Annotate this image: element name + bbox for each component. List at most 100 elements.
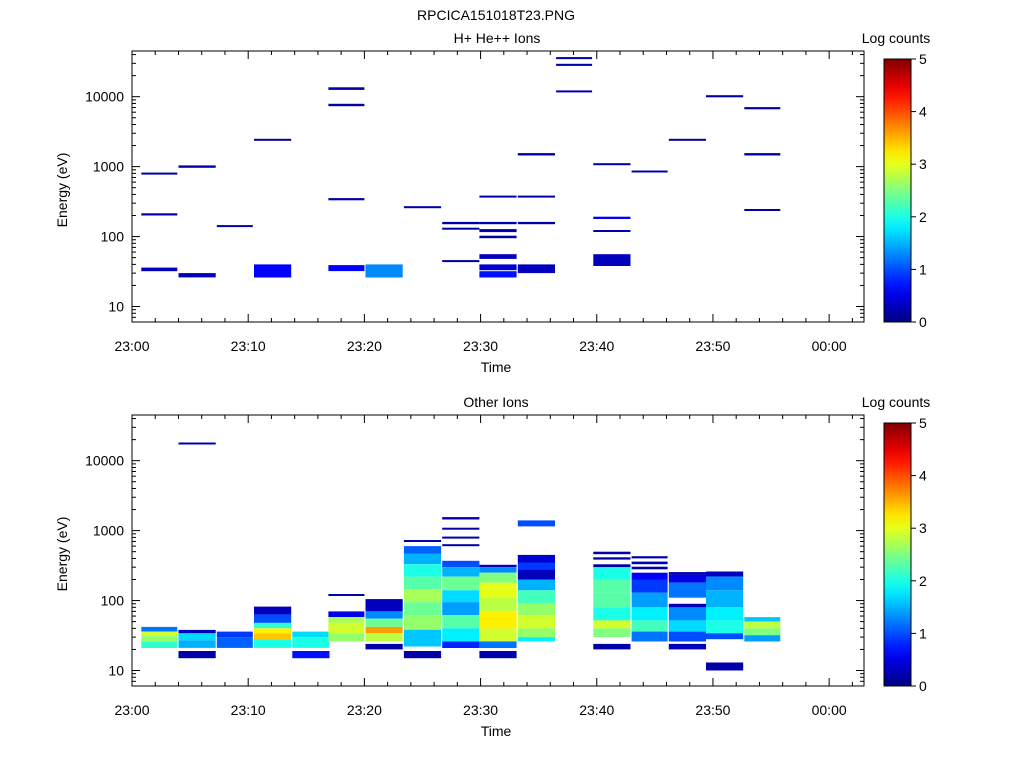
heatmap-cell bbox=[292, 631, 330, 638]
heatmap-cell bbox=[442, 221, 480, 225]
heatmap-cell bbox=[442, 260, 480, 263]
heatmap-cell bbox=[254, 138, 292, 141]
heatmap-cell bbox=[479, 229, 517, 233]
plot-axes: 10 100 1000 10000 23:00 23:10 23:20 23:30 23:40 2… bbox=[85, 414, 865, 718]
heatmap-cell bbox=[479, 564, 517, 568]
heatmap-cell bbox=[631, 566, 668, 570]
heatmap-cell bbox=[593, 551, 631, 555]
page-title: RPCICA151018T23.PNG bbox=[417, 7, 575, 23]
heatmap-cell bbox=[517, 221, 555, 225]
heatmap-cell bbox=[479, 628, 517, 642]
colorbar-tick-label: 3 bbox=[919, 156, 927, 172]
heatmap-cell bbox=[403, 540, 442, 542]
heatmap-cell bbox=[403, 602, 442, 616]
heatmap-cell bbox=[403, 589, 442, 603]
heatmap-cell bbox=[517, 195, 555, 198]
heatmap-cell bbox=[668, 603, 706, 608]
x-tick-label: 23:20 bbox=[347, 702, 382, 718]
heatmap-cell bbox=[442, 536, 480, 539]
heatmap-cell bbox=[517, 590, 555, 604]
plot-frame bbox=[131, 50, 865, 323]
heatmap-cell bbox=[631, 572, 668, 580]
heatmap-cell bbox=[254, 622, 292, 629]
heatmap-cell bbox=[479, 582, 517, 598]
heatmap-cell bbox=[517, 615, 555, 629]
panel-title: Other Ions bbox=[463, 394, 528, 410]
heatmap-cell bbox=[479, 572, 517, 583]
y-tick-label: 100 bbox=[101, 229, 125, 245]
x-tick-label: 23:20 bbox=[347, 338, 382, 354]
heatmap-cell bbox=[328, 265, 365, 272]
x-tick-label: 23:00 bbox=[114, 702, 149, 718]
heatmap-cell bbox=[141, 641, 178, 648]
heatmap-cell bbox=[593, 620, 631, 629]
heatmap-cell bbox=[668, 572, 706, 575]
heatmap-cell bbox=[479, 254, 517, 259]
heatmap-cell bbox=[668, 607, 706, 621]
heatmap-cell bbox=[216, 225, 253, 228]
heatmap-cell bbox=[141, 172, 178, 175]
heatmap-cell bbox=[442, 560, 480, 568]
heatmap-cell bbox=[178, 633, 216, 641]
heatmap-cell bbox=[254, 614, 292, 623]
heatmap-cell bbox=[744, 617, 781, 622]
heatmap-cell bbox=[178, 273, 216, 278]
heatmap-cell bbox=[479, 597, 517, 612]
colorbar-tick-label: 3 bbox=[919, 520, 927, 536]
colorbar-tick-label: 2 bbox=[919, 209, 927, 225]
x-tick-label: 23:10 bbox=[231, 338, 266, 354]
y-tick-label: 100 bbox=[101, 593, 125, 609]
heatmap-cell bbox=[668, 620, 706, 632]
heatmap-cell bbox=[403, 553, 442, 565]
heatmap-cell bbox=[631, 607, 668, 621]
heatmap-cell bbox=[442, 641, 480, 648]
heatmap-cell bbox=[178, 442, 216, 445]
heatmap-cell bbox=[517, 603, 555, 616]
heatmap-cell bbox=[442, 227, 480, 230]
heatmap-cell bbox=[631, 556, 668, 559]
heatmap-cell bbox=[517, 153, 555, 156]
x-axis-label: Time bbox=[481, 723, 512, 739]
heatmap-cell bbox=[403, 546, 442, 554]
heatmap-cell bbox=[479, 651, 517, 659]
heatmap-cells bbox=[141, 442, 781, 671]
heatmap-cell bbox=[631, 561, 668, 565]
x-tick-label: 23:30 bbox=[463, 338, 498, 354]
heatmap-cell bbox=[668, 138, 706, 141]
colorbar-label: Log counts bbox=[862, 394, 931, 410]
x-tick-label: 23:40 bbox=[579, 338, 614, 354]
x-tick-label: 00:00 bbox=[812, 702, 847, 718]
heatmap-cell bbox=[744, 635, 781, 642]
heatmap-cell bbox=[593, 564, 631, 568]
heatmap-cell bbox=[593, 567, 631, 580]
y-tick-label: 1000 bbox=[93, 159, 124, 175]
heatmap-cell bbox=[216, 631, 253, 638]
heatmap-cell bbox=[365, 264, 403, 278]
heatmap-cell bbox=[706, 620, 744, 634]
heatmap-cell bbox=[328, 633, 365, 642]
heatmap-cell bbox=[328, 87, 365, 90]
heatmap-cell bbox=[706, 662, 744, 671]
y-tick-label: 10000 bbox=[85, 453, 124, 469]
heatmap-cell bbox=[479, 567, 517, 573]
heatmap-cell bbox=[141, 213, 178, 216]
heatmap-cell bbox=[403, 206, 442, 209]
panel-title: H+ He++ Ions bbox=[454, 30, 541, 46]
colorbar-tick-label: 5 bbox=[919, 51, 927, 67]
heatmap-cell bbox=[365, 618, 403, 627]
heatmap-cell bbox=[593, 216, 631, 219]
y-tick-label: 1000 bbox=[93, 523, 124, 539]
heatmap-cell bbox=[517, 562, 555, 570]
colorbar-tick-label: 4 bbox=[919, 468, 927, 484]
heatmap-cell bbox=[403, 651, 442, 659]
heatmap-cell bbox=[254, 633, 292, 640]
colorbar: 0 1 2 3 4 5 bbox=[883, 51, 927, 330]
heatmap-cell bbox=[706, 95, 744, 98]
heatmap-cell bbox=[593, 163, 631, 166]
heatmap-cell bbox=[631, 592, 668, 608]
heatmap-cell bbox=[254, 264, 292, 278]
heatmap-cell bbox=[141, 626, 178, 632]
heatmap-cell bbox=[517, 569, 555, 580]
heatmap-cell bbox=[479, 611, 517, 629]
heatmap-cell bbox=[442, 576, 480, 591]
